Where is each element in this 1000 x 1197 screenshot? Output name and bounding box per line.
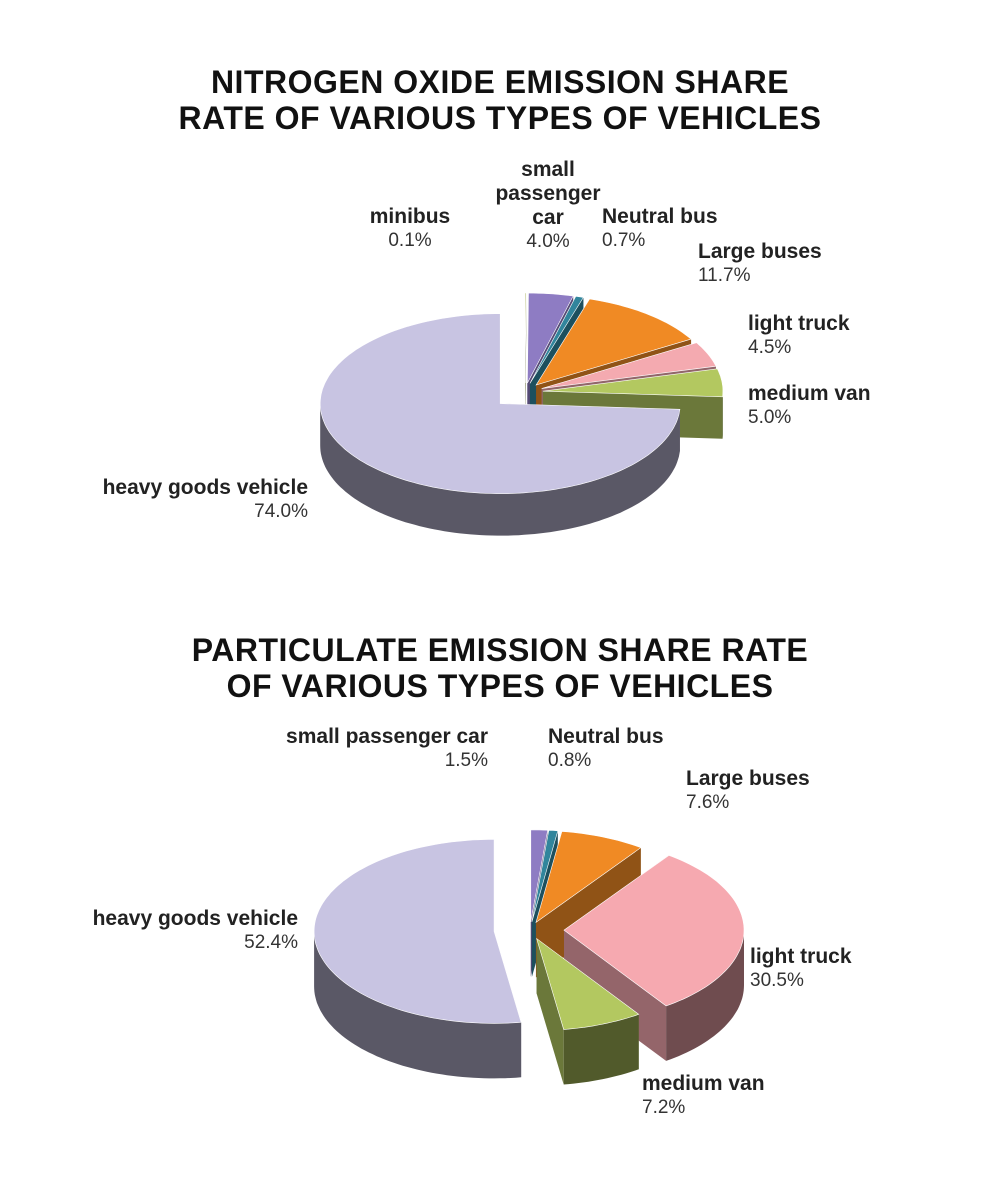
value-label: 74.0% <box>254 501 308 522</box>
slice-label: small passenger car 4.0% <box>493 158 603 254</box>
value-label: 4.5% <box>748 337 792 358</box>
slice-label: heavy goods vehicle 52.4% <box>0 907 298 955</box>
slice-label: light truck 4.5% <box>748 312 948 360</box>
category-label: minibus <box>369 205 451 228</box>
slice <box>563 855 745 1007</box>
slice-side <box>320 403 680 536</box>
category-label: light truck <box>748 312 850 335</box>
slice-label: light truck 30.5% <box>750 945 950 993</box>
category-label: heavy goods vehicle <box>92 907 298 930</box>
slice <box>541 342 717 389</box>
value-label: 7.6% <box>686 792 730 813</box>
slice-cut-side <box>536 938 564 1085</box>
slice-label: Large buses 11.7% <box>698 240 898 288</box>
category-label: small passenger car <box>286 725 488 748</box>
category-label: Neutral bus <box>548 725 664 748</box>
value-label: 52.4% <box>244 932 298 953</box>
slice <box>313 839 522 1024</box>
slice-side <box>563 1014 639 1085</box>
slice <box>319 313 681 494</box>
value-label: 0.8% <box>548 750 592 771</box>
slice <box>535 298 692 386</box>
slice-label: Neutral bus 0.8% <box>548 725 748 773</box>
slice <box>531 829 559 922</box>
slice <box>527 292 574 384</box>
value-label: 0.1% <box>388 230 432 251</box>
slice <box>535 831 642 924</box>
chart-title: PARTICULATE EMISSION SHARE RATE OF VARIO… <box>191 632 809 704</box>
value-label: 30.5% <box>750 970 804 991</box>
slice-label: minibus 0.1% <box>350 205 470 253</box>
slice <box>524 292 527 384</box>
slice <box>529 295 584 384</box>
slice-cut-side <box>563 930 667 1061</box>
slice-label: Large buses 7.6% <box>686 767 886 815</box>
value-label: 1.5% <box>444 750 488 771</box>
category-label: Neutral bus <box>602 205 718 228</box>
value-label: 5.0% <box>748 407 792 428</box>
value-label: 4.0% <box>526 231 570 252</box>
value-label: 0.7% <box>602 230 646 251</box>
chart-title: NITROGEN OXIDE EMISSION SHARE RATE OF VA… <box>178 64 822 136</box>
slice <box>530 829 549 922</box>
slice-label: Neutral bus 0.7% <box>602 205 802 253</box>
value-label: 11.7% <box>698 265 751 286</box>
slice-side <box>314 931 522 1079</box>
slice-label: medium van 5.0% <box>748 382 968 430</box>
slice <box>542 368 724 398</box>
value-label: 7.2% <box>642 1097 686 1118</box>
category-label: Large buses <box>686 767 810 790</box>
category-label: heavy goods vehicle <box>102 476 308 499</box>
slice-label: heavy goods vehicle 74.0% <box>8 476 308 524</box>
slice-label: medium van 7.2% <box>642 1072 842 1120</box>
category-label: small passenger car <box>495 158 601 229</box>
slice-side <box>666 930 744 1061</box>
category-label: medium van <box>748 382 871 405</box>
slice <box>536 937 640 1030</box>
category-label: Large buses <box>698 240 822 263</box>
category-label: medium van <box>642 1072 765 1095</box>
category-label: light truck <box>750 945 852 968</box>
slice-label: small passenger car 1.5% <box>188 725 488 773</box>
